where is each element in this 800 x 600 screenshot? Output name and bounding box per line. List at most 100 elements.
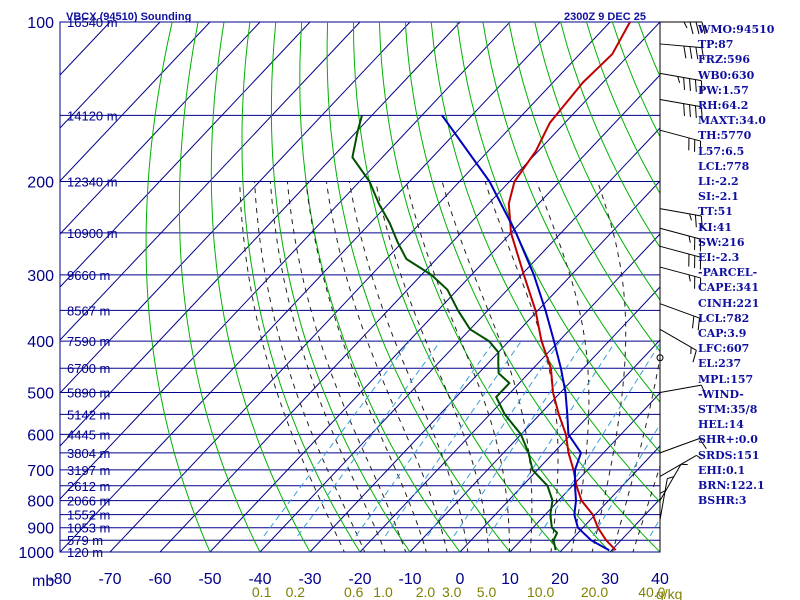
- dry-adiabat-40: [404, 22, 660, 552]
- temperature-tick-label: -60: [148, 571, 171, 588]
- barb-flag: [688, 235, 691, 243]
- barb-shaft: [659, 384, 702, 393]
- pressure-tick-label: 600: [27, 427, 54, 444]
- dry-adiabat--10: [270, 22, 411, 552]
- height-label: 120 m: [67, 545, 103, 560]
- height-label: 3197 m: [67, 463, 110, 478]
- wind-barb: [659, 208, 703, 229]
- moist-adiabat-4: [348, 181, 469, 552]
- index-row: SW:216: [698, 235, 745, 249]
- wind-barb: [660, 21, 706, 35]
- barb-shaft: [659, 245, 701, 258]
- height-label: 4445 m: [67, 427, 110, 442]
- moist-adiabat-0: [325, 181, 448, 552]
- index-row: FRZ:596: [698, 53, 751, 67]
- moist-adiabat-12: [405, 181, 510, 552]
- isotherm--80: [60, 22, 561, 552]
- barb-flag: [692, 315, 695, 329]
- mixing-ratio-line-0.1: [263, 340, 410, 537]
- barb-shaft: [659, 438, 700, 454]
- moist-adiabat-8: [375, 181, 490, 552]
- barb-shaft: [659, 303, 700, 319]
- barb-flag: [699, 438, 707, 450]
- isotherm--70: [109, 22, 611, 552]
- dry-adiabat-80: [508, 22, 660, 353]
- valid-time: 2300Z 9 DEC 25: [564, 11, 646, 23]
- pressure-tick-label: 300: [27, 268, 54, 285]
- temperature-tick-label: -10: [398, 571, 421, 588]
- isotherm--100: [60, 22, 461, 447]
- dry-adiabat-10: [326, 22, 511, 552]
- pressure-tick-label: 100: [27, 15, 54, 32]
- barb-shaft: [659, 478, 668, 521]
- moist-adiabat--4: [305, 181, 427, 552]
- barb-flag: [696, 454, 703, 460]
- barb-flag: [697, 317, 700, 331]
- mixing-ratio-label: 0.1: [252, 584, 272, 600]
- height-label: 5142 m: [67, 407, 110, 422]
- isotherm-10: [509, 392, 660, 552]
- dry-adiabat--20: [241, 22, 361, 552]
- height-label: 7590 m: [67, 334, 110, 349]
- temperature-tick-label: -70: [98, 571, 121, 588]
- axis-labels: 0.1 0.2 0.6 1.0 2.0 3.0 5.0 10.0 20.0 40.01002003…: [18, 15, 669, 600]
- index-row: TP:87: [698, 38, 734, 52]
- index-row: SI:-2.1: [698, 190, 739, 204]
- parcel-line: [441, 114, 610, 552]
- height-label: 5890 m: [67, 386, 110, 401]
- index-row: SRDS:151: [698, 448, 760, 462]
- temperature-tick-label: -50: [198, 571, 221, 588]
- moist-adiabat-16: [441, 181, 533, 552]
- mixing-ratio-label: 5.0: [477, 584, 497, 600]
- barb-shaft: [659, 43, 702, 49]
- mixing-ratio-line-10.0: [538, 342, 660, 537]
- index-row: BRN:122.1: [698, 479, 765, 493]
- dry-adiabat-50: [430, 22, 660, 503]
- storm-motion-marker: [656, 354, 664, 362]
- dry-adiabat-30: [378, 22, 611, 552]
- index-row: WMO:94510: [698, 23, 775, 36]
- mixing-ratio-line-20.0: [592, 423, 660, 537]
- moist-adiabat-36: [632, 464, 660, 552]
- barb-shaft: [659, 328, 697, 351]
- wind-barb: [659, 489, 667, 536]
- index-row: CAP:3.9: [698, 327, 747, 341]
- mixing-ratio-line-5.0: [488, 340, 617, 537]
- sounding-profiles: [351, 22, 631, 552]
- wind-barb: [659, 245, 702, 270]
- dry-adiabat-70: [482, 22, 660, 403]
- index-row: CAPE:341: [698, 281, 759, 295]
- height-label: 8567 m: [67, 303, 110, 318]
- barb-flag: [683, 77, 686, 90]
- temperature-tick-label: 0: [456, 571, 465, 588]
- wind-barb: [659, 463, 688, 501]
- height-label: 1552 m: [67, 508, 110, 523]
- barb-flag: [700, 80, 703, 94]
- barb-flag: [683, 103, 686, 116]
- height-label: 2066 m: [67, 494, 110, 509]
- index-row: PW:1.57: [698, 83, 749, 97]
- temperature-tick-label: 40: [651, 571, 669, 588]
- mixing-ratio-label: 20.0: [581, 584, 608, 600]
- barb-shaft: [659, 464, 682, 501]
- moist-adiabat--16: [254, 181, 366, 552]
- wind-barb: [659, 43, 705, 60]
- index-row: CINH:221: [698, 296, 760, 310]
- index-row: MPL:157: [698, 372, 754, 386]
- dry-adiabat--30: [210, 22, 311, 552]
- pressure-tick-label: 1000: [18, 545, 54, 562]
- dry-adiabat-20: [353, 22, 561, 552]
- temperature-tick-label: -80: [48, 571, 71, 588]
- height-label: 9660 m: [67, 268, 110, 283]
- wind-barb: [659, 328, 697, 363]
- temperature-tick-label: -30: [298, 571, 321, 588]
- height-label: 16540 m: [67, 15, 118, 30]
- pressure-tick-label: 900: [27, 521, 54, 538]
- wind-barb: [659, 98, 703, 120]
- index-row: STM:35/8: [698, 403, 758, 417]
- barb-shaft: [659, 129, 701, 142]
- temperature-tick-label: 20: [551, 571, 569, 588]
- barb-flag: [683, 45, 687, 59]
- isotherm--50: [209, 74, 660, 552]
